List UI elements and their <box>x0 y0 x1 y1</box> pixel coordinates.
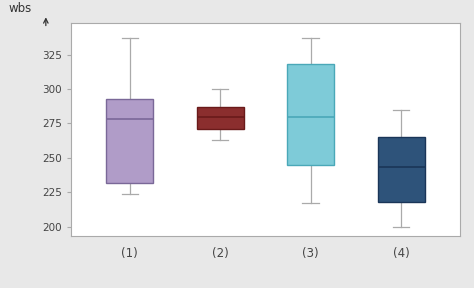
Text: wbs: wbs <box>9 1 32 14</box>
Text: (3): (3) <box>302 247 319 260</box>
Bar <box>197 107 244 129</box>
Bar <box>377 137 425 202</box>
Bar <box>287 64 334 165</box>
Text: (2): (2) <box>212 247 228 260</box>
Bar <box>106 99 154 183</box>
Text: (4): (4) <box>392 247 410 260</box>
Text: (1): (1) <box>121 247 138 260</box>
